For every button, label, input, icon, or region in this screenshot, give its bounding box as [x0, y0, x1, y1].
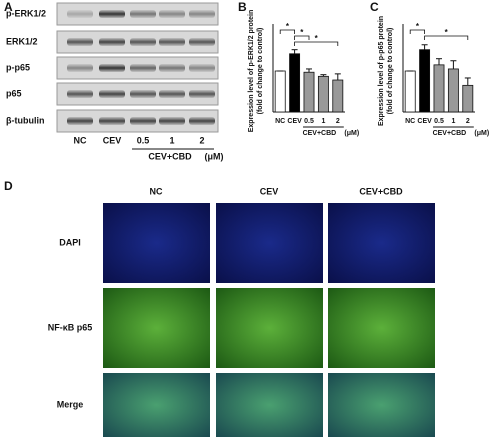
blot-band: [159, 10, 185, 18]
blot-lane: NC: [74, 135, 87, 145]
bar: [433, 64, 445, 113]
blot-row-label: p65: [6, 88, 22, 98]
column-header: NC: [150, 186, 163, 196]
blot-band: [67, 38, 93, 46]
panel-label: D: [4, 179, 13, 193]
blot-band: [159, 38, 185, 46]
bar: [289, 53, 301, 113]
group-label: CEV+CBD: [303, 130, 337, 137]
blot-band: [159, 117, 185, 125]
micrograph: [328, 288, 435, 368]
sig-mark: *: [300, 28, 304, 37]
blot-band: [189, 117, 215, 125]
blot-band: [99, 117, 125, 125]
y-axis-label-line: Expression level of p-ERK1/2 protein: [248, 10, 255, 133]
blot-unit: (μM): [205, 151, 224, 161]
sig-bracket: [294, 35, 310, 40]
blot-band: [189, 64, 215, 72]
row-label: Merge: [57, 399, 84, 409]
blot-lane: 0.5: [137, 135, 150, 145]
y-axis-label-line: Expression level of p-p65 protein: [378, 16, 385, 126]
micrograph: [103, 203, 210, 283]
x-tick-label: CEV: [417, 118, 432, 125]
row-label: NF-κB p65: [48, 322, 93, 332]
blot-band: [130, 10, 156, 18]
group-label: CEV+CBD: [433, 130, 467, 137]
blot-band: [130, 117, 156, 125]
micrograph: [103, 373, 210, 437]
x-tick-label: 0.5: [304, 118, 314, 125]
bar: [303, 71, 315, 113]
micrograph: [103, 288, 210, 368]
micrograph: [216, 288, 323, 368]
bar: [332, 79, 344, 113]
blot-band: [130, 64, 156, 72]
blot-band: [99, 64, 125, 72]
micrograph: [328, 373, 435, 437]
bar: [317, 75, 329, 113]
blot-band: [67, 10, 93, 18]
x-tick-label: 1: [321, 118, 325, 125]
sig-bracket: [424, 35, 469, 40]
unit-label: (μM): [344, 130, 359, 137]
row-label: DAPI: [59, 237, 81, 247]
blot-band: [189, 90, 215, 98]
blot-band: [189, 38, 215, 46]
x-tick-label: NC: [275, 118, 285, 125]
column-header: CEV+CBD: [359, 186, 403, 196]
bar: [404, 70, 416, 113]
sig-mark: *: [416, 22, 420, 31]
bar: [462, 84, 474, 113]
blot-band: [159, 64, 185, 72]
x-tick-label: 2: [466, 118, 470, 125]
blot-lane: 2: [199, 135, 204, 145]
blot-band: [67, 90, 93, 98]
x-tick-label: CEV: [287, 118, 302, 125]
blot-band: [67, 117, 93, 125]
y-axis-label-line: (fold of change to control): [257, 28, 264, 115]
blot-band: [130, 38, 156, 46]
unit-label: (μM): [474, 130, 489, 137]
blot-row-label: ERK1/2: [6, 36, 38, 46]
blot-row-label: p-p65: [6, 62, 30, 72]
micrograph: [216, 203, 323, 283]
blot-band: [99, 10, 125, 18]
sig-mark: *: [445, 28, 449, 37]
micrograph: [216, 373, 323, 437]
blot-band: [189, 10, 215, 18]
blot-band: [159, 90, 185, 98]
bar: [274, 70, 286, 113]
x-tick-label: 0.5: [434, 118, 444, 125]
y-axis-label: Expression level of p-p65 protein (fold o…: [378, 16, 394, 126]
x-tick-label: 1: [451, 118, 455, 125]
sig-bracket: [409, 29, 425, 34]
blot-lane: CEV: [103, 135, 122, 145]
blot-row-label: β-tubulin: [6, 115, 44, 125]
blot-group: CEV+CBD: [148, 151, 192, 161]
blot-band: [130, 90, 156, 98]
x-tick-label: NC: [405, 118, 415, 125]
column-header: CEV: [260, 186, 279, 196]
blot-band: [99, 90, 125, 98]
blot-row-label: p-ERK1/2: [6, 8, 46, 18]
y-axis-label: Expression level of p-ERK1/2 protein (fol…: [248, 10, 264, 133]
blot-lane: 1: [169, 135, 174, 145]
bar: [447, 68, 459, 113]
panel-label: A: [4, 0, 13, 14]
sig-mark: *: [315, 34, 319, 43]
bar: [419, 49, 431, 113]
y-axis-label-line: (fold of change to control): [387, 28, 394, 115]
sig-bracket: [294, 41, 339, 46]
blot-band: [67, 64, 93, 72]
micrograph: [328, 203, 435, 283]
blot-band: [99, 38, 125, 46]
sig-bracket: [279, 29, 295, 34]
x-tick-label: 2: [336, 118, 340, 125]
panel-label: B: [238, 0, 247, 14]
sig-mark: *: [286, 22, 290, 31]
panel-label: C: [370, 0, 379, 14]
